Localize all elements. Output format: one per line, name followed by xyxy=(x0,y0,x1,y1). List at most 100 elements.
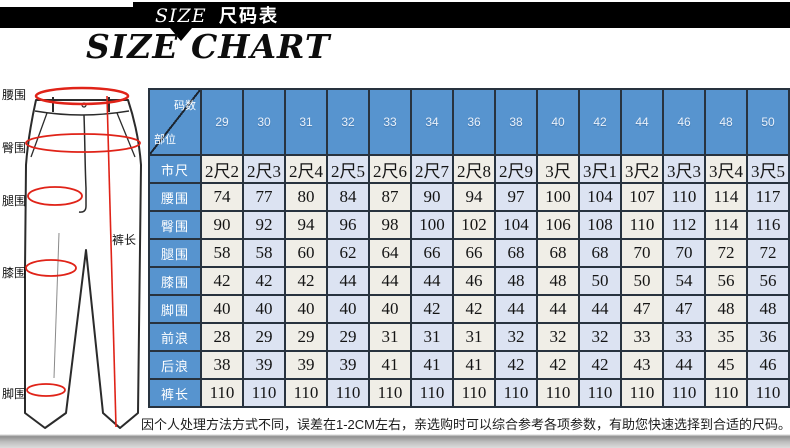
table-cell: 33 xyxy=(662,322,706,352)
table-cell: 58 xyxy=(200,238,244,268)
table-cell: 45 xyxy=(704,350,748,380)
size-column-header: 30 xyxy=(242,88,286,156)
table-cell: 48 xyxy=(536,266,580,296)
pocket-line xyxy=(116,112,136,158)
table-cell: 44 xyxy=(536,294,580,324)
table-cell: 48 xyxy=(746,294,790,324)
table-cell: 48 xyxy=(704,294,748,324)
table-cell: 56 xyxy=(704,266,748,296)
table-cell: 42 xyxy=(200,266,244,296)
size-column-header: 50 xyxy=(746,88,790,156)
table-cell: 40 xyxy=(326,294,370,324)
table-cell: 104 xyxy=(578,182,622,212)
table-cell: 96 xyxy=(326,210,370,240)
table-cell: 110 xyxy=(620,210,664,240)
table-cell: 42 xyxy=(494,350,538,380)
table-row: 脚围 40 40 40 40 40 42 42 44 44 44 47 47 48 48 xyxy=(148,294,790,324)
table-cell: 110 xyxy=(200,378,244,408)
table-cell: 2尺8 xyxy=(452,154,496,184)
table-row: 裤长 110 110 110 110 110 110 110 110 110 110 110 110 11… xyxy=(148,378,790,408)
table-cell: 110 xyxy=(536,378,580,408)
crease-line xyxy=(53,232,60,379)
table-cell: 3尺5 xyxy=(746,154,790,184)
size-column-header: 31 xyxy=(284,88,328,156)
table-cell: 60 xyxy=(284,238,328,268)
table-cell: 62 xyxy=(326,238,370,268)
table-row: 膝围 42 42 42 44 44 44 46 48 48 50 50 54 56 56 xyxy=(148,266,790,296)
table-cell: 110 xyxy=(242,378,286,408)
table-cell: 40 xyxy=(242,294,286,324)
table-cell: 108 xyxy=(578,210,622,240)
waistband-line xyxy=(34,110,130,116)
table-cell: 44 xyxy=(578,294,622,324)
size-column-header: 33 xyxy=(368,88,412,156)
table-cell: 32 xyxy=(536,322,580,352)
corner-header-cell: 码数部位 xyxy=(148,88,202,156)
table-cell: 46 xyxy=(746,350,790,380)
table-cell: 110 xyxy=(368,378,412,408)
table-cell: 94 xyxy=(284,210,328,240)
corner-label-part: 部位 xyxy=(154,134,176,146)
table-cell: 110 xyxy=(284,378,328,408)
table-cell: 29 xyxy=(326,322,370,352)
table-row: 后浪 38 39 39 39 41 41 41 42 42 42 43 44 45 46 xyxy=(148,350,790,380)
banner-pointer-triangle xyxy=(170,28,192,41)
table-row: 市尺 2尺2 2尺3 2尺4 2尺5 2尺6 2尺7 2尺8 2尺9 3尺 3尺1 3尺2 3尺3 3尺4… xyxy=(148,154,790,184)
table-cell: 110 xyxy=(410,378,454,408)
label-knee: 膝围 xyxy=(2,266,27,280)
table-cell: 107 xyxy=(620,182,664,212)
size-chart-table: 码数 部位 29 30 31 32 33 34 36 38 40 42 44 46 48 50 市尺 2尺2 2尺… xyxy=(148,88,790,408)
table-cell: 41 xyxy=(452,350,496,380)
size-column-header: 34 xyxy=(410,88,454,156)
table-cell: 32 xyxy=(494,322,538,352)
table-cell: 104 xyxy=(494,210,538,240)
table-cell: 48 xyxy=(494,266,538,296)
table-cell: 110 xyxy=(662,378,706,408)
row-label: 市尺 xyxy=(148,154,202,184)
table-cell: 98 xyxy=(368,210,412,240)
table-cell: 42 xyxy=(242,266,286,296)
table-cell: 94 xyxy=(452,182,496,212)
table-cell: 42 xyxy=(284,266,328,296)
table-cell: 97 xyxy=(494,182,538,212)
table-cell: 2尺5 xyxy=(326,154,370,184)
knee-measure-ellipse xyxy=(25,259,77,277)
size-column-header: 32 xyxy=(326,88,370,156)
table-cell: 50 xyxy=(578,266,622,296)
table-cell: 114 xyxy=(704,182,748,212)
table-cell: 41 xyxy=(368,350,412,380)
table-cell: 31 xyxy=(452,322,496,352)
size-column-header: 38 xyxy=(494,88,538,156)
table-cell: 3尺3 xyxy=(662,154,706,184)
table-cell: 3尺2 xyxy=(620,154,664,184)
table-cell: 40 xyxy=(200,294,244,324)
table-cell: 100 xyxy=(410,210,454,240)
table-cell: 68 xyxy=(578,238,622,268)
table-cell: 117 xyxy=(746,182,790,212)
row-label: 后浪 xyxy=(148,350,202,380)
table-cell: 2尺4 xyxy=(284,154,328,184)
table-cell: 35 xyxy=(704,322,748,352)
table-cell: 58 xyxy=(242,238,286,268)
fly-line xyxy=(78,114,87,213)
page-title: SIZE CHART xyxy=(86,27,331,66)
table-cell: 70 xyxy=(620,238,664,268)
row-label: 腰围 xyxy=(148,182,202,212)
table-cell: 74 xyxy=(200,182,244,212)
table-cell: 42 xyxy=(452,294,496,324)
pants-illustration xyxy=(24,86,142,429)
table-cell: 56 xyxy=(746,266,790,296)
waist-measure-ellipse xyxy=(34,86,130,106)
size-column-header: 46 xyxy=(662,88,706,156)
table-cell: 44 xyxy=(494,294,538,324)
table-cell: 42 xyxy=(578,350,622,380)
table-cell: 112 xyxy=(662,210,706,240)
thigh-measure-ellipse xyxy=(27,186,83,206)
table-cell: 40 xyxy=(368,294,412,324)
corner-label-size: 码数 xyxy=(174,100,196,112)
table-cell: 44 xyxy=(326,266,370,296)
table-row: 腿围 58 58 60 62 64 66 66 68 68 68 70 70 72 72 xyxy=(148,238,790,268)
banner-top-strip xyxy=(133,2,790,8)
table-cell: 39 xyxy=(326,350,370,380)
table-cell: 31 xyxy=(410,322,454,352)
